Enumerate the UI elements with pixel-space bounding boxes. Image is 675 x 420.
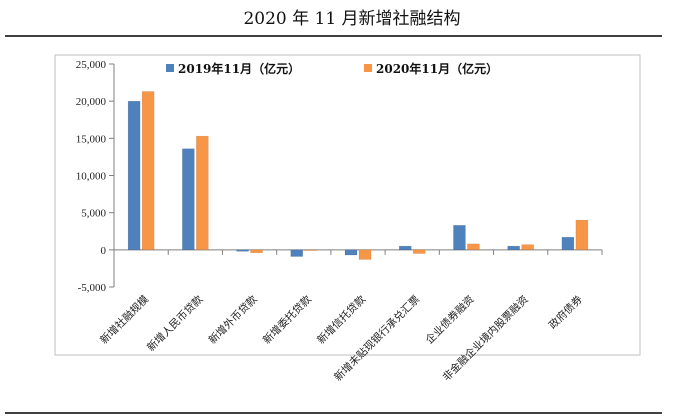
category-label: 新增外币贷款 [206,292,260,346]
legend-swatch-2020 [364,64,372,72]
legend-label-2020: 2020年11月（亿元） [376,61,498,76]
y-axis: -5,000 0 5,000 10,000 15,000 20,000 25,000 [76,59,115,294]
bar-2020-0 [141,91,155,251]
category-label: 新增人民币贷款 [144,292,206,354]
category-label: 新增社融规模 [97,292,151,346]
bar-2020-1 [196,135,209,251]
chart-title: 2020 年 11 月新增社融结构 [243,9,460,29]
bar-2020-2 [250,249,263,254]
legend-label-2019: 2019年11月（亿元） [178,61,300,76]
y-tick-label: 5,000 [81,208,106,220]
bars [127,91,589,260]
y-tick-label: 20,000 [76,96,107,108]
bar-2020-3 [304,249,318,251]
bar-2019-5 [398,245,412,251]
bar-2019-6 [453,225,466,251]
bar-2019-4 [344,249,358,256]
bar-2019-1 [182,148,195,251]
bar-2020-4 [358,249,372,260]
bar-2019-0 [127,100,141,251]
y-tick-label: 25,000 [76,59,107,71]
category-label: 新增未贴现银行承兑汇票 [331,293,422,384]
y-tick-label: -5,000 [78,282,107,294]
category-label: 非金融企业境内股票融资 [440,293,531,384]
bar-2020-6 [467,243,480,251]
legend: 2019年11月（亿元） 2020年11月（亿元） [166,61,498,76]
bar-2019-7 [507,245,520,251]
x-axis [113,249,603,255]
category-label: 企业债券融资 [423,293,477,347]
plot-frame [54,54,641,356]
y-tick-label: 0 [101,245,107,257]
bar-2020-5 [412,249,426,254]
category-label: 新增信托贷款 [314,292,368,346]
y-tick-label: 15,000 [76,133,107,145]
category-label: 政府债券 [546,292,585,331]
bar-2020-7 [521,244,534,251]
y-tick-label: 10,000 [76,171,107,183]
bar-2019-8 [561,236,575,251]
legend-swatch-2019 [166,64,174,72]
category-label: 新增委托贷款 [260,292,314,346]
bar-2019-2 [236,249,249,252]
bar-2020-8 [575,219,589,251]
bar-2019-3 [290,249,304,257]
